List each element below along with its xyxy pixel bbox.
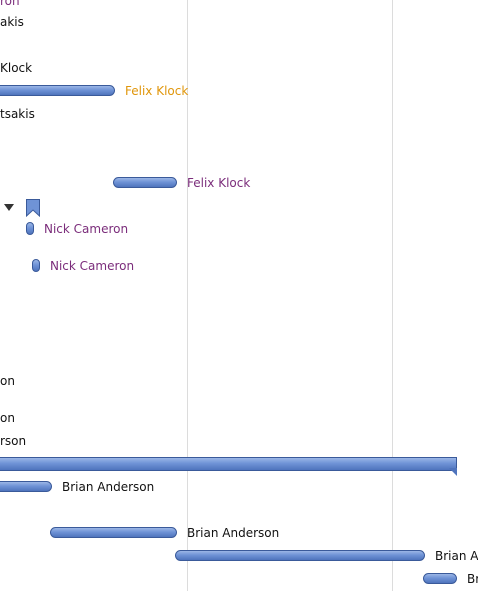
task-label: on — [0, 411, 15, 425]
task-bar[interactable] — [0, 481, 52, 492]
task-label: rson — [0, 434, 27, 448]
task-bar[interactable] — [113, 177, 177, 188]
task-label: Brian Anderson — [187, 526, 280, 540]
task-label: akis — [0, 15, 24, 29]
grid-line-2 — [392, 0, 393, 591]
summary-end-icon — [449, 468, 457, 476]
milestone-flag-icon[interactable] — [26, 199, 40, 217]
task-bar[interactable] — [26, 222, 34, 235]
grid-line-1 — [187, 0, 188, 591]
task-label: Klock — [0, 61, 33, 75]
task-label: Brian Anderson — [62, 480, 155, 494]
task-bar[interactable] — [423, 573, 457, 584]
task-label: tsakis — [0, 107, 35, 121]
task-bar[interactable] — [175, 550, 425, 561]
task-label: Nick Cameron — [44, 222, 129, 236]
task-label: Brian An — [435, 549, 478, 563]
task-label: Br — [467, 572, 478, 586]
task-bar[interactable] — [0, 85, 115, 96]
task-label: ron — [0, 0, 20, 8]
task-label: Felix Klock — [187, 176, 251, 190]
task-label: on — [0, 374, 15, 388]
summary-bar[interactable] — [0, 457, 457, 471]
task-label: Nick Cameron — [50, 259, 135, 273]
triangle-down-icon[interactable] — [3, 203, 15, 213]
task-bar[interactable] — [50, 527, 177, 538]
task-label: Felix Klock — [125, 84, 189, 98]
task-bar[interactable] — [32, 259, 40, 272]
